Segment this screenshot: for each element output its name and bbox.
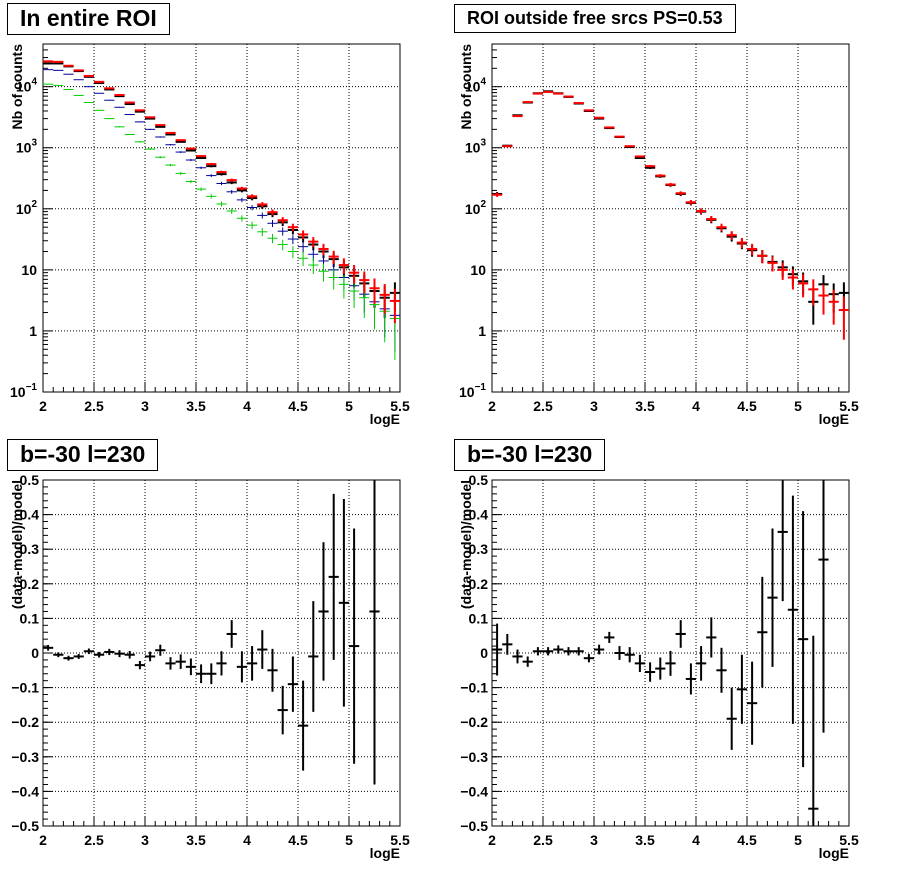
y-tick-label: −0.4 [11,783,39,799]
y-tick-label: 0.1 [20,610,40,626]
plot-frame [42,43,401,393]
y-tick-label: 104 [465,77,487,95]
y-tick-label: −0.5 [460,818,488,834]
x-tick-label: 4 [692,398,700,414]
x-tick-label: 5.5 [390,398,410,414]
x-tick-label: 5 [345,398,353,414]
y-tick-label: 0.5 [20,472,40,488]
x-tick-label: 2.5 [533,398,553,414]
chart-title-top-left: In entire ROI [7,3,170,35]
y-tick-label: −0.1 [11,680,39,696]
y-tick-label: 0.4 [20,507,40,523]
y-tick-label: 0 [480,645,488,661]
x-tick-label: 3 [590,398,598,414]
y-tick-label: 0.4 [469,507,489,523]
x-tick-label: 5 [345,832,353,848]
x-tick-label: 2 [39,832,47,848]
y-tick-label: 10 [470,262,486,278]
y-tick-label: 0.2 [20,576,40,592]
x-tick-label: 3.5 [186,832,206,848]
x-axis-label: logE [370,845,400,861]
x-tick-label: 3.5 [635,832,655,848]
y-tick-label: −0.4 [460,783,488,799]
x-tick-label: 2 [39,398,47,414]
x-tick-label: 5 [794,398,802,414]
x-tick-label: 4.5 [288,398,308,414]
x-tick-label: 3.5 [186,398,206,414]
y-tick-label: 103 [465,138,487,156]
x-axis-label: logE [819,411,849,427]
x-tick-label: 2 [488,398,496,414]
x-tick-label: 2.5 [84,398,104,414]
y-tick-label: −0.5 [11,818,39,834]
x-tick-label: 5 [794,832,802,848]
y-axis-label: (data-model)/model [458,480,474,609]
x-tick-label: 3 [141,832,149,848]
chart-title-bottom-left: b=-30 l=230 [7,439,159,471]
x-tick-label: 4.5 [737,832,757,848]
x-tick-label: 3.5 [635,398,655,414]
y-tick-label: 1 [478,323,486,339]
y-axis-label: Nb of counts [458,44,474,130]
x-tick-label: 3 [141,398,149,414]
y-tick-label: −0.2 [460,714,488,730]
y-tick-label: 102 [465,199,487,217]
y-tick-label: −0.2 [11,714,39,730]
chart-title-bottom-right: b=-30 l=230 [454,439,606,471]
y-tick-label: 0.3 [469,541,489,557]
y-tick-label: 0.2 [469,576,489,592]
x-tick-label: 4 [243,398,251,414]
x-tick-label: 2.5 [533,832,553,848]
x-tick-label: 2.5 [84,832,104,848]
y-tick-label: −0.3 [460,749,488,765]
y-tick-label: 102 [16,199,38,217]
y-tick-label: −0.3 [11,749,39,765]
x-axis-label: logE [819,845,849,861]
x-tick-label: 4 [692,832,700,848]
x-tick-label: 4.5 [737,398,757,414]
y-tick-label: 0.5 [469,472,489,488]
x-tick-label: 2 [488,832,496,848]
y-axis-label: (data-model)/model [9,480,25,609]
y-tick-label: 0 [31,645,39,661]
y-tick-label: 10−1 [10,382,37,400]
y-tick-label: 0.3 [20,541,40,557]
y-tick-label: 104 [16,77,38,95]
y-tick-label: 10−1 [459,382,486,400]
x-tick-label: 5.5 [839,832,859,848]
y-tick-label: 103 [16,138,38,156]
chart-title-top-right: ROI outside free srcs PS=0.53 [454,4,736,33]
x-tick-label: 5.5 [390,832,410,848]
y-axis-label: Nb of counts [9,44,25,130]
y-tick-label: 10 [21,262,37,278]
x-tick-label: 4 [243,832,251,848]
x-tick-label: 5.5 [839,398,859,414]
x-axis-label: logE [370,411,400,427]
y-tick-label: −0.1 [460,680,488,696]
x-tick-label: 4.5 [288,832,308,848]
plot-frame [491,43,850,393]
x-tick-label: 3 [590,832,598,848]
y-tick-label: 0.1 [469,610,489,626]
y-tick-label: 1 [29,323,37,339]
